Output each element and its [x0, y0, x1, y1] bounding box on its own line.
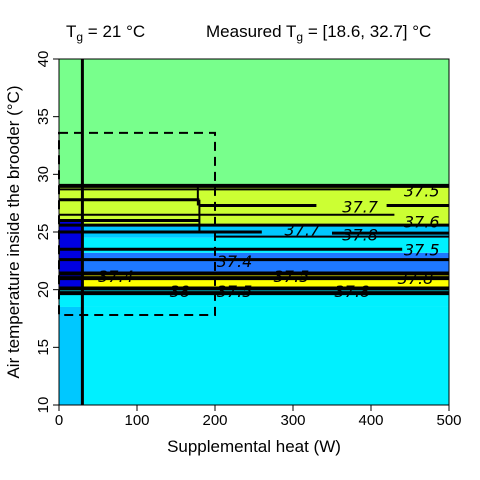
contour-label-12: 37.8	[334, 282, 370, 301]
y-tick-label: 35	[35, 108, 52, 125]
contour-label-1: 37.7	[342, 198, 378, 217]
x-tick-label: 0	[55, 412, 63, 429]
y-tick-label: 25	[35, 224, 52, 241]
y-tick-label: 15	[35, 339, 52, 356]
x-tick-label: 300	[280, 412, 305, 429]
contour-labels: 37.5 37.7 37.6 37.7 37.8 37.5 37.4 37.4 37.5 37.8…	[98, 181, 439, 300]
y-tick-label: 40	[35, 51, 52, 68]
contour-label-8: 37.5	[274, 267, 310, 286]
x-axis-label: Supplemental heat (W)	[167, 437, 341, 456]
heatmap-band-0	[59, 306, 83, 405]
contour-label-7: 37.4	[98, 267, 134, 286]
contour-label-11: 37.5	[217, 282, 253, 301]
y-tick-label: 20	[35, 281, 52, 298]
contour-label-2: 37.6	[404, 213, 440, 232]
title-right: Measured Tg = [18.6, 32.7] °C	[206, 22, 431, 44]
heatmap-band-1	[82, 306, 450, 405]
contour-label-4: 37.8	[342, 225, 378, 244]
contour-label-5: 37.5	[404, 240, 440, 259]
heatmap-band-8	[59, 59, 449, 186]
contour-label-6: 37.4	[217, 252, 253, 271]
contour-label-10: 38	[170, 282, 190, 301]
y-tick-label: 10	[35, 397, 52, 414]
axes: 0 100 200 300 400 500 10 15 20 25 30 35 40	[35, 51, 462, 429]
contour-label-9: 37.8	[398, 269, 434, 288]
x-tick-label: 400	[358, 412, 383, 429]
contour-label-0: 37.5	[404, 181, 440, 200]
y-axis-label: Air temperature inside the brooder (°C)	[4, 85, 23, 378]
y-tick-label: 30	[35, 166, 52, 183]
title-left: Tg = 21 °C	[66, 22, 145, 44]
x-tick-label: 200	[202, 412, 227, 429]
contour-label-3: 37.7	[285, 221, 321, 240]
x-tick-label: 100	[124, 412, 149, 429]
x-tick-label: 500	[436, 412, 461, 429]
contour-lines	[59, 59, 449, 405]
